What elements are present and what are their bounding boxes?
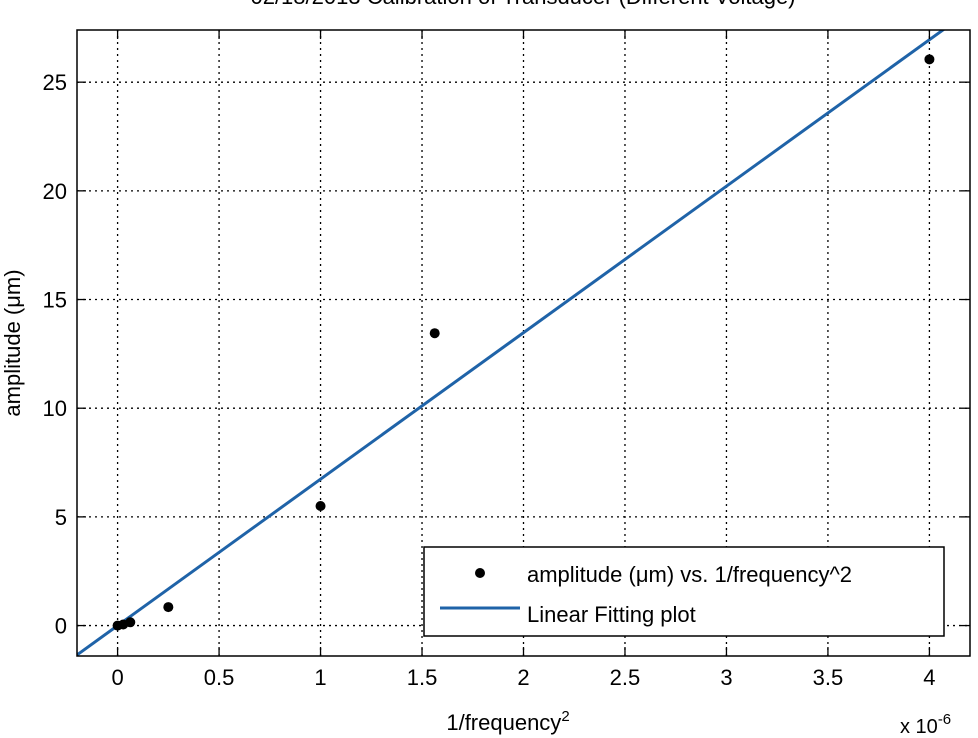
- x-tick-label: 3: [720, 665, 732, 690]
- data-point: [163, 602, 174, 613]
- y-tick-label: 5: [55, 505, 67, 530]
- fit-line-layer: [77, 30, 946, 656]
- x-tick-label: 3.5: [813, 665, 844, 690]
- x-tick-label: 0: [111, 665, 123, 690]
- x-axis-multiplier: x 10-6: [900, 711, 951, 738]
- y-tick-label: 15: [43, 288, 67, 313]
- y-tick-label: 25: [43, 70, 67, 95]
- x-axis-label: 1/frequency2: [446, 708, 569, 735]
- x-tick-label: 2: [517, 665, 529, 690]
- data-point: [429, 328, 440, 339]
- legend: amplitude (μm) vs. 1/frequency^2 Linear …: [423, 546, 945, 637]
- x-tick-label: 4: [923, 665, 935, 690]
- chart-title: 02/18/2013 Calibration of Transducer (Di…: [250, 0, 795, 9]
- data-points-layer: [112, 54, 935, 631]
- x-tick-labels: 0 0.5 1 1.5 2 2.5 3 3.5 4: [111, 665, 935, 690]
- data-point: [924, 54, 935, 65]
- plot-frame: [76, 29, 971, 657]
- x-axis-multiplier-base: x 10: [900, 716, 938, 738]
- x-tick-label: 2.5: [610, 665, 641, 690]
- x-tick-label: 1.5: [407, 665, 438, 690]
- y-tick-label: 0: [55, 614, 67, 639]
- x-axis-label-superscript: 2: [561, 708, 569, 725]
- legend-marker-scatter: [475, 568, 485, 578]
- axis-ticks: [77, 30, 970, 656]
- y-axis-label: amplitude (μm): [0, 269, 25, 416]
- legend-label-line: Linear Fitting plot: [527, 602, 696, 627]
- x-tick-label: 1: [314, 665, 326, 690]
- data-point: [125, 617, 136, 628]
- x-axis-multiplier-exponent: -6: [938, 711, 951, 728]
- y-tick-labels: 0 5 10 15 20 25: [43, 70, 67, 638]
- y-tick-label: 10: [43, 396, 67, 421]
- y-tick-label: 20: [43, 179, 67, 204]
- x-axis-label-text: 1/frequency: [446, 710, 561, 735]
- legend-box: [423, 546, 945, 637]
- fit-line: [77, 30, 946, 656]
- x-tick-label: 0.5: [204, 665, 235, 690]
- legend-label-scatter: amplitude (μm) vs. 1/frequency^2: [527, 562, 852, 587]
- data-point: [315, 501, 326, 512]
